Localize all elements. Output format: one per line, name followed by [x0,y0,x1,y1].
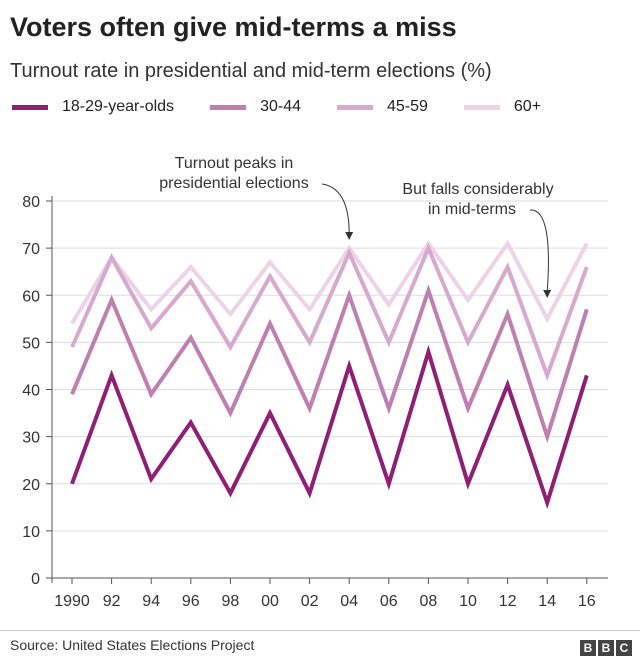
x-tick-label: 94 [142,593,160,610]
annotation-arrow [321,183,350,235]
chart-subtitle: Turnout rate in presidential and mid-ter… [10,60,492,82]
legend: 18-29-year-olds 30-44 45-59 60+ [12,98,577,116]
series-line [70,242,589,382]
annotation-text: presidential elections [159,175,308,192]
x-tick-label: 08 [420,593,438,610]
y-tick-label: 50 [22,335,40,352]
legend-item: 18-29-year-olds [12,98,174,116]
annotation-text: But falls considerably [402,181,553,198]
y-tick-label: 60 [22,288,40,305]
series-line [70,344,589,510]
series-45-59 [70,242,589,382]
legend-item: 45-59 [336,98,428,116]
x-tick-label: 06 [380,593,398,610]
legend-swatch [336,104,373,110]
series-line [70,239,589,325]
legend-swatch [463,104,500,110]
legend-label: 30-44 [260,98,301,115]
y-tick-label: 30 [22,430,40,447]
source-note: Source: United States Elections Project [10,637,255,653]
x-tick-label: 12 [499,593,517,610]
annotation-text: Turnout peaks in [175,155,294,172]
legend-label: 18-29-year-olds [62,98,175,115]
y-tick-label: 80 [22,194,40,211]
legend-swatch [12,104,48,110]
x-tick-label: 02 [301,593,319,610]
x-tick-label: 98 [222,593,240,610]
x-tick-label: 1990 [54,593,90,610]
y-tick-label: 20 [22,477,40,494]
legend-item: 30-44 [210,98,301,116]
x-tick-label: 00 [261,593,279,610]
legend-label: 45-59 [386,98,428,115]
series-18-29-year-olds [70,344,589,510]
series-60+ [70,239,589,325]
x-tick-label: 10 [459,593,477,610]
series-30-44 [70,284,589,444]
y-tick-label: 40 [22,383,40,400]
x-tick-label: 16 [578,593,596,610]
legend-item: 60+ [463,98,542,116]
y-tick-label: 70 [22,241,40,258]
x-tick-label: 96 [182,593,200,610]
arrowhead-icon [345,232,354,240]
y-tick-label: 10 [22,524,40,541]
annotation-text: in mid-terms [428,201,516,218]
annotation-arrow [529,209,549,293]
legend-label: 60+ [513,98,542,115]
legend-swatch [210,104,247,110]
chart-title: Voters often give mid-terms a miss [10,12,457,42]
x-tick-label: 14 [538,593,556,610]
x-tick-label: 92 [103,593,121,610]
series-line [70,284,589,444]
footer-divider [0,630,640,631]
arrowhead-icon [543,290,552,298]
y-tick-label: 0 [31,571,40,588]
x-tick-label: 04 [340,593,358,610]
